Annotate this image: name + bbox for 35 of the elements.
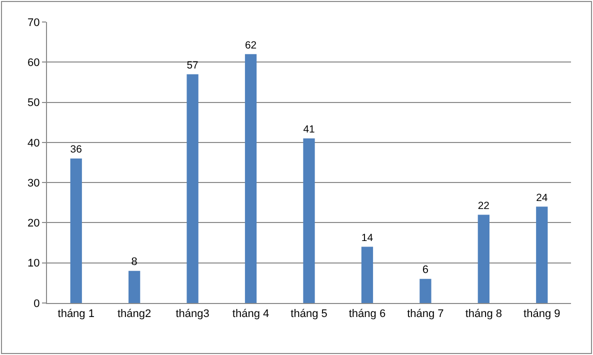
x-tick-label: tháng 4: [232, 308, 270, 320]
bar: [478, 214, 490, 303]
bar: [303, 138, 315, 303]
data-label: 36: [70, 144, 82, 156]
x-tick-label: tháng2: [118, 308, 152, 320]
bar: [186, 74, 198, 303]
y-tick-label: 50: [28, 97, 40, 110]
y-tick-label: 10: [28, 258, 40, 270]
x-tick-label: tháng 8: [465, 308, 502, 320]
bar: [128, 270, 140, 303]
x-tick-label: tháng 6: [348, 308, 386, 320]
y-tick-label: 0: [34, 298, 40, 310]
data-label: 24: [536, 192, 548, 204]
data-label: 41: [303, 124, 315, 136]
data-label: 14: [361, 232, 374, 244]
data-label: 8: [131, 256, 138, 268]
bar: [70, 158, 82, 303]
bar: [420, 278, 432, 303]
x-tick-label: tháng 9: [524, 308, 560, 320]
x-tick-label: tháng 7: [407, 308, 444, 320]
data-label: 62: [244, 40, 257, 52]
bar: [361, 246, 374, 303]
bar: [244, 54, 257, 303]
y-tick-label: 60: [28, 56, 40, 69]
x-tick-label: tháng3: [176, 308, 210, 320]
y-tick-label: 30: [28, 177, 40, 190]
bar: [536, 206, 548, 303]
data-label: 22: [478, 200, 490, 212]
y-tick-label: 20: [28, 218, 40, 230]
data-label: 6: [422, 264, 429, 276]
x-tick-label: tháng 5: [290, 308, 328, 320]
x-tick-label: tháng 1: [58, 308, 94, 320]
y-tick-label: 70: [28, 16, 40, 29]
y-tick-label: 40: [28, 137, 40, 150]
data-label: 57: [186, 60, 199, 72]
